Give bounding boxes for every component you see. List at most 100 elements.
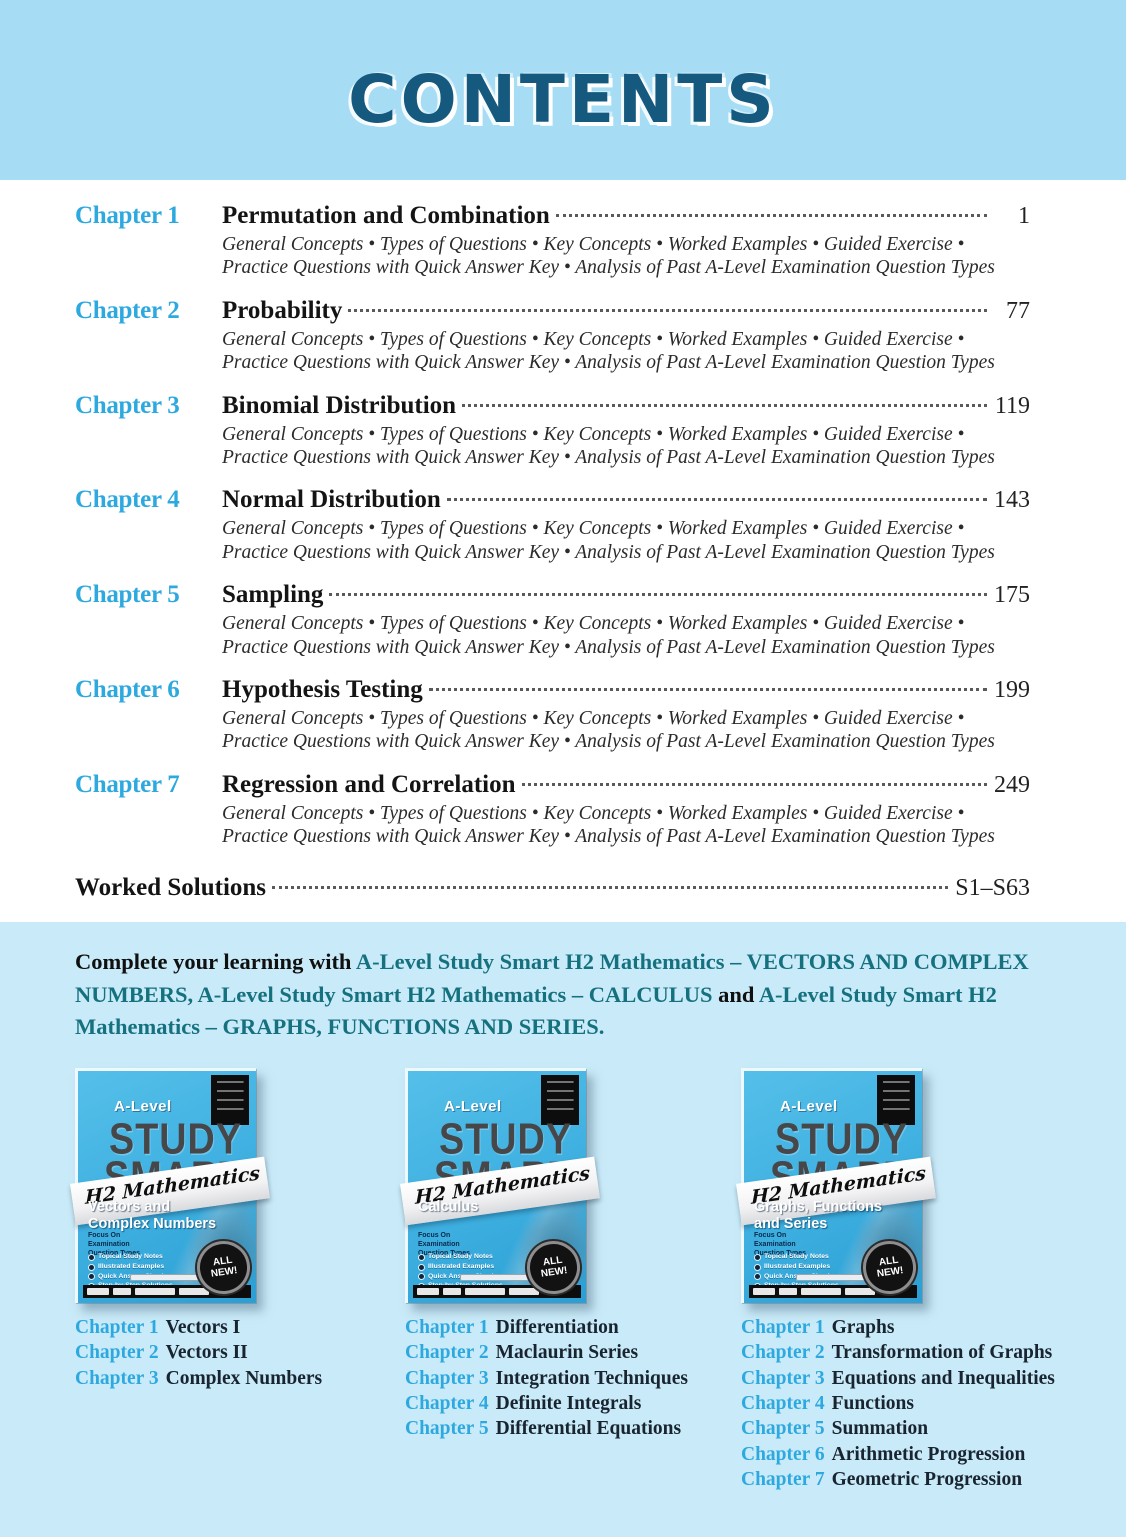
book-tagline: Focus On Examination Question Types	[88, 1231, 140, 1258]
book-chapter-label: Chapter 1	[75, 1316, 159, 1338]
book-chapter-title: Complex Numbers	[165, 1367, 323, 1389]
chapter-description: General Concepts • Types of Questions • …	[222, 328, 995, 374]
dotted-leader	[329, 593, 987, 597]
chapter-label: Chapter 3	[75, 391, 180, 419]
book-chapter-label: Chapter 7	[741, 1469, 825, 1491]
book-chapter-title: Functions	[831, 1393, 914, 1415]
book-chapter-title: Arithmetic Progression	[831, 1443, 1026, 1465]
toc-entry-row: Chapter 3 Binomial Distribution 119	[75, 392, 1030, 420]
book-chapter-label: Chapter 5	[405, 1418, 489, 1440]
book-chapter-item: Chapter 4 Functions	[741, 1392, 1066, 1415]
chapter-description: General Concepts • Types of Questions • …	[222, 707, 995, 753]
chapter-page-number: 119	[994, 392, 1030, 419]
promo-segment: and	[712, 981, 759, 1007]
book-chapter-item: Chapter 1 Differentiation	[405, 1316, 741, 1339]
book-chapter-label: Chapter 1	[741, 1316, 825, 1338]
chapter-description: General Concepts • Types of Questions • …	[222, 802, 995, 848]
book-covers-row: A-Level STUDY SMART H2 Mathematics Vecto…	[70, 1067, 1066, 1303]
book-cover: A-Level STUDY SMART H2 Mathematics Vecto…	[70, 1067, 270, 1303]
book-cover-cell: A-Level STUDY SMART H2 Mathematics Graph…	[736, 1067, 1066, 1303]
toc-entry: Chapter 7 Regression and Correlation 249…	[75, 771, 1030, 849]
feature-item: Illustrated Examples	[418, 1263, 503, 1272]
book-series: A-Level	[444, 1097, 502, 1115]
chapter-title: Normal Distribution	[222, 486, 441, 514]
book-chapter-item: Chapter 3 Equations and Inequalities	[741, 1367, 1066, 1390]
book-chapter-title: Definite Integrals	[495, 1393, 642, 1415]
book-cover: A-Level STUDY SMART H2 Mathematics Calcu…	[400, 1067, 600, 1303]
book-chapter-item: Chapter 1 Graphs	[741, 1316, 1066, 1339]
toc-entry-row: Chapter 6 Hypothesis Testing 199	[75, 676, 1030, 704]
feature-bullet-icon	[754, 1273, 761, 1281]
book-chapter-title: Equations and Inequalities	[831, 1367, 1055, 1389]
toc-entry: Chapter 4 Normal Distribution 143 Genera…	[75, 486, 1030, 564]
feature-bullet-icon	[754, 1253, 761, 1261]
publisher-logo-icon	[541, 1074, 579, 1125]
toc-entry-row: Chapter 2 Probability 77	[75, 297, 1030, 325]
book-chapter-label: Chapter 3	[75, 1367, 159, 1389]
book-tagline: Focus On Examination Question Types	[418, 1231, 470, 1258]
book-chapter-title: Transformation of Graphs	[831, 1342, 1053, 1364]
book-chapter-item: Chapter 2 Transformation of Graphs	[741, 1341, 1066, 1364]
book-series: A-Level	[780, 1097, 838, 1115]
book-subtitle: Vectors and Complex Numbers	[88, 1198, 217, 1232]
chapter-page-number: 1	[1018, 203, 1030, 229]
toc-entry: Chapter 2 Probability 77 General Concept…	[75, 297, 1030, 375]
book-chapter-item: Chapter 7 Geometric Progression	[741, 1468, 1066, 1491]
chapter-label: Chapter 2	[75, 296, 180, 324]
book-chapter-title: Differential Equations	[495, 1418, 682, 1440]
book-chapter-item: Chapter 2 Maclaurin Series	[405, 1341, 741, 1364]
publisher-pill	[130, 1273, 204, 1281]
chapter-title: Probability	[222, 296, 343, 324]
feature-bullet-icon	[88, 1273, 95, 1281]
feature-item: Topical Study Notes	[754, 1253, 839, 1262]
badge-line2: NEW!	[210, 1264, 239, 1280]
feature-bullet-icon	[418, 1273, 425, 1281]
dotted-leader	[428, 687, 987, 691]
book-chapter-label: Chapter 4	[741, 1393, 825, 1415]
book-chapter-label: Chapter 3	[741, 1367, 825, 1389]
chapter-title: Binomial Distribution	[222, 391, 457, 419]
chapter-label: Chapter 1	[75, 202, 180, 229]
toc-entry-row: Chapter 4 Normal Distribution 143	[75, 486, 1030, 514]
book-chapter-label: Chapter 3	[405, 1367, 489, 1389]
book-chapter-item: Chapter 4 Definite Integrals	[405, 1392, 741, 1415]
chapter-description: General Concepts • Types of Questions • …	[222, 234, 995, 279]
toc-entry: Chapter 3 Binomial Distribution 119 Gene…	[75, 392, 1030, 470]
brand-study: STUDY	[439, 1114, 573, 1163]
publisher-logo-icon	[877, 1074, 915, 1125]
book-chapter-list: Chapter 1 Graphs Chapter 2 Transformation …	[741, 1316, 1066, 1494]
toc-entry-row: Chapter 7 Regression and Correlation 249	[75, 771, 1030, 799]
dotted-leader	[555, 214, 987, 217]
page-title: CONTENTS	[348, 60, 778, 138]
chapter-title: Sampling	[222, 581, 324, 609]
feature-item: Topical Study Notes	[418, 1253, 503, 1262]
promo-segment: A-Level Study Smart H2 Mathematics – VEC…	[75, 949, 1029, 1007]
feature-bullet-icon	[418, 1263, 425, 1271]
toc-entries: Chapter 1 Permutation and Combination 1 …	[75, 202, 1030, 848]
contents-banner: CONTENTS	[0, 0, 1126, 180]
book-chapter-item: Chapter 3 Complex Numbers	[75, 1367, 405, 1390]
book-chapter-title: Integration Techniques	[495, 1367, 688, 1389]
promo-segment: A-Level Study Smart H2 Mathematics – GRA…	[75, 981, 997, 1040]
book-chapter-label: Chapter 5	[741, 1418, 825, 1440]
chapter-label: Chapter 4	[75, 486, 180, 514]
feature-bullet-icon	[88, 1253, 95, 1261]
feature-bullet-icon	[88, 1263, 95, 1271]
book-chapter-title: Graphs	[831, 1316, 895, 1338]
badge-line2: NEW!	[876, 1264, 905, 1280]
book-chapter-title: Maclaurin Series	[495, 1342, 639, 1364]
toc-entry-row: Chapter 1 Permutation and Combination 1	[75, 202, 1030, 230]
book-chapter-list: Chapter 1 Vectors I Chapter 2 Vectors II C…	[75, 1316, 405, 1494]
dotted-leader	[462, 403, 987, 407]
book-chapter-item: Chapter 1 Vectors I	[75, 1316, 405, 1339]
promo-section: Complete your learning with A-Level Stud…	[0, 922, 1126, 1537]
chapter-page-number: 249	[994, 771, 1030, 798]
promo-segment: Complete your learning with	[75, 949, 356, 974]
dotted-leader	[272, 886, 949, 890]
book-chapter-item: Chapter 5 Summation	[741, 1417, 1066, 1440]
dotted-leader	[348, 308, 987, 312]
feature-item: Topical Study Notes	[88, 1253, 173, 1262]
feature-item: Illustrated Examples	[88, 1263, 173, 1272]
chapter-page-number: 77	[1006, 297, 1030, 324]
book-subtitle: Calculus	[418, 1198, 479, 1215]
